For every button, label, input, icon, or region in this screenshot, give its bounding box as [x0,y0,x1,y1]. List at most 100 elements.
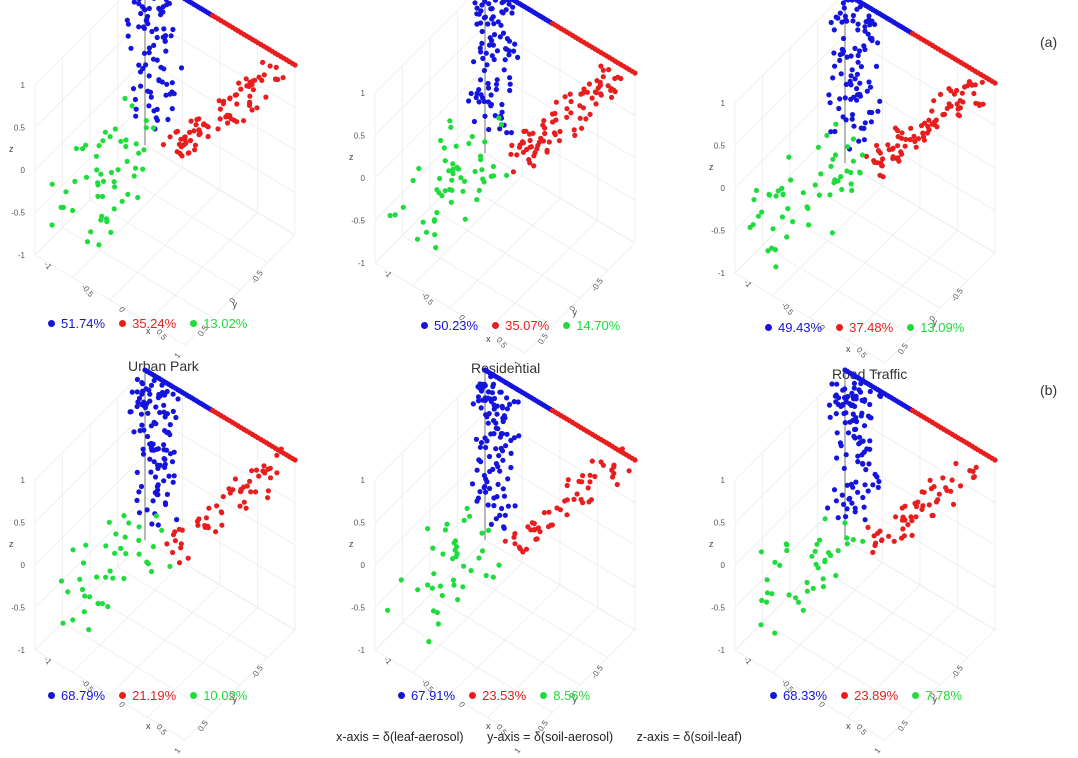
blue-point [875,108,881,114]
green-point [804,588,810,594]
blue-point [832,128,838,135]
red-point [950,501,957,507]
blue-point [862,24,868,30]
grid-line [34,369,146,481]
legend-item-red: 37.48% [836,320,893,335]
green-point [779,185,785,191]
blue-point [152,474,159,480]
green-point [77,576,83,582]
blue-point [858,380,864,387]
green-point [123,551,129,557]
green-point [440,551,446,557]
red-point [880,174,886,180]
grid-line [484,412,636,503]
green-point [844,541,850,547]
blue-point [489,38,495,44]
blue-point [843,81,849,87]
red-point [886,533,892,539]
green-point [80,146,86,152]
green-point [70,207,76,214]
red-point [215,126,221,132]
legend-marker [398,692,405,699]
red-point [243,76,249,82]
blue-point [498,22,504,28]
z-tick-label: 0 [721,561,726,570]
blue-point [862,517,868,523]
blue-point [855,27,861,33]
blue-point [507,87,513,94]
blue-point [827,414,833,420]
green-point [773,193,779,199]
red-point [592,89,598,95]
z-axis-label: z [349,152,354,162]
green-point [84,239,91,245]
green-point [785,206,791,212]
green-point [150,125,157,131]
scatter-points [747,0,998,270]
red-point [972,82,978,88]
blue-point [151,459,157,465]
red-point [908,125,914,131]
blue-point [840,35,847,42]
blue-point [826,92,832,98]
legend-marker [492,322,500,329]
green-point [442,527,448,533]
blue-point [499,505,505,512]
red-point [879,537,885,544]
green-point [112,184,118,190]
green-point [482,139,488,145]
x-tick-label: 0 [457,700,467,710]
red-point [600,74,606,80]
blue-point [477,385,483,391]
grid-line [89,594,241,686]
blue-point [485,420,491,426]
blue-point [515,399,521,405]
red-point [219,522,225,528]
blue-point [831,487,838,493]
blue-point [155,446,161,452]
green-point [153,513,159,519]
red-point [225,120,231,126]
blue-point [169,459,176,465]
green-point [144,559,150,565]
z-tick-label: -1 [718,646,726,655]
grid-line [144,454,296,546]
red-point [960,99,966,105]
red-point [233,92,240,98]
blue-point [854,6,860,12]
red-point [598,63,604,69]
green-point [772,247,778,253]
blue-point [829,381,835,387]
green-point [828,163,834,169]
blue-point [506,38,513,44]
blue-point [857,80,863,86]
red-point [562,498,568,504]
red-point [170,532,177,538]
red-point [178,545,184,551]
green-point [450,577,456,583]
red-point [259,77,265,83]
x-tick-label: 0.5 [854,346,868,361]
green-point [58,578,65,584]
red-point [525,524,531,530]
blue-point [493,516,499,522]
blue-point [500,30,507,36]
green-point [113,531,119,537]
blue-point [850,12,856,19]
red-point [172,538,178,544]
red-point [520,140,526,146]
red-point [593,101,599,107]
green-point [94,167,100,173]
red-point [902,503,908,509]
blue-point [130,86,137,92]
y-tick-label: -0.5 [250,663,266,680]
grid-line [89,199,241,291]
green-point [102,129,108,135]
blue-point [138,83,144,89]
blue-point [145,13,151,20]
green-point [73,145,79,152]
green-point [795,599,802,605]
green-point [452,538,459,544]
red-point [598,92,604,98]
blue-point [855,459,861,465]
